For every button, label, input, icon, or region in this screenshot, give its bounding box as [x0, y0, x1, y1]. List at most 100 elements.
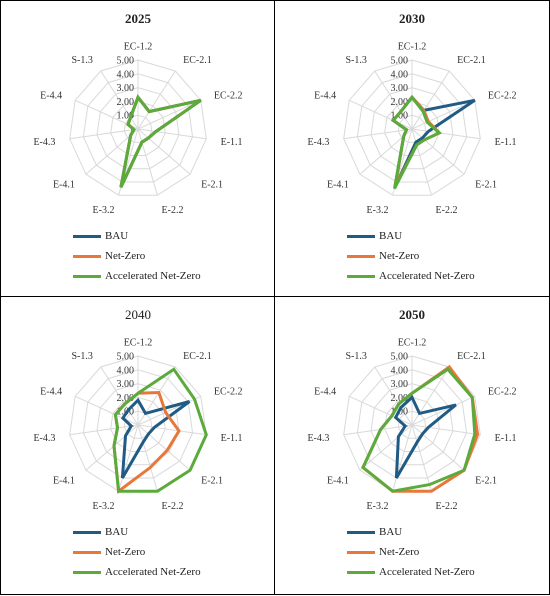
axis-label: E-4.3: [307, 137, 329, 148]
radar-spoke: [411, 70, 450, 130]
series-line: [361, 367, 477, 493]
axis-label: E-1.1: [495, 433, 517, 444]
axis-label: E-1.1: [495, 137, 517, 148]
radar-spoke: [359, 424, 413, 471]
legend-swatch: [347, 551, 375, 554]
radar-spoke: [137, 99, 202, 130]
axis-label: E-4.4: [40, 90, 62, 101]
radar-spoke: [343, 128, 413, 140]
radar-spoke: [411, 395, 476, 426]
radar-spoke: [411, 128, 481, 140]
radar-spoke: [343, 424, 413, 436]
radar-chart: -1.002.003.004.005.00EC-1.2EC-2.1EC-2.2E…: [33, 42, 243, 217]
axis-label: E-2.1: [201, 180, 223, 191]
axis-label: EC-2.2: [214, 386, 243, 397]
radial-tick-label: 2.00: [391, 97, 409, 108]
axis-label: E-3.2: [93, 205, 115, 216]
series-line: [120, 397, 191, 479]
radar-gridline: [356, 369, 468, 479]
axis-label: E-1.1: [221, 433, 243, 444]
axis-label: S-1.3: [71, 55, 92, 66]
radar-spoke: [348, 99, 413, 130]
axis-label: EC-1.2: [124, 42, 153, 53]
radial-tick-label: 2.00: [391, 393, 409, 404]
axis-label: E-4.4: [314, 90, 336, 101]
legend-label: Accelerated Net-Zero: [379, 270, 475, 282]
radar-spoke: [411, 99, 476, 130]
radar-spoke: [137, 424, 158, 492]
axis-label: EC-2.1: [183, 55, 212, 66]
radar-spoke: [411, 366, 450, 426]
chart-title: 2040: [125, 307, 151, 322]
chart-title: 2030: [399, 11, 425, 26]
radial-tick-label: 2.00: [117, 393, 135, 404]
legend-label: Accelerated Net-Zero: [105, 270, 201, 282]
radar-gridline: [123, 410, 153, 439]
axis-label: E-4.1: [327, 476, 349, 487]
radial-tick-label: 1.00: [117, 111, 135, 122]
radar-spoke: [137, 424, 207, 436]
axis-label: E-3.2: [367, 205, 389, 216]
legend-label: Net-Zero: [105, 250, 146, 262]
radar-spoke: [348, 395, 413, 426]
axis-label: E-4.4: [40, 386, 62, 397]
radar-spoke: [100, 366, 139, 426]
legend-swatch: [347, 235, 375, 238]
radial-tick-label: 4.00: [117, 365, 135, 376]
radar-spoke: [137, 395, 202, 426]
axis-label: E-3.2: [93, 501, 115, 512]
axis-label: EC-2.1: [457, 55, 486, 66]
chart-panel-2030: 2030 -1.00 2.00 3.00 4.00 5.00 EC-1.2 EC-2.1 EC…: [274, 0, 550, 298]
radar-gridline: [370, 383, 454, 466]
radar-spoke: [137, 128, 191, 175]
axis-label: E-2.2: [162, 205, 184, 216]
radar-gridline: [123, 114, 153, 143]
axis-label: S-1.3: [71, 351, 92, 362]
axis-label: EC-1.2: [398, 338, 427, 349]
radar-spoke: [137, 424, 191, 471]
radar-spoke: [411, 128, 432, 196]
radar-spoke: [118, 424, 139, 492]
axis-label: E-3.2: [367, 501, 389, 512]
axis-label: EC-1.2: [124, 338, 153, 349]
radial-tick-label: 4.00: [117, 69, 135, 80]
radar-spoke: [100, 70, 139, 130]
radar-spoke: [392, 424, 413, 492]
radar-spoke: [137, 128, 207, 140]
series-line: [119, 94, 202, 188]
radar-spoke: [411, 424, 465, 471]
radial-tick-label: 3.00: [117, 83, 135, 94]
legend-swatch: [73, 531, 101, 534]
radar-spoke: [137, 366, 176, 426]
axis-label: E-4.3: [33, 137, 55, 148]
chart-panel-2025: 2025 -1.00 2.00 3.00 4.00 5.00 EC-1.2 EC-2.1 EC…: [0, 0, 276, 298]
radar-gridline: [69, 59, 207, 196]
legend-swatch: [73, 255, 101, 258]
radar-spoke: [137, 70, 176, 130]
series-line: [390, 94, 443, 190]
chart-title: 2025: [125, 11, 151, 26]
legend-swatch: [73, 571, 101, 574]
axis-label: E-2.2: [162, 501, 184, 512]
radar-spoke: [374, 366, 413, 426]
radial-tick-label: 5.00: [391, 352, 409, 363]
chart-panel-2050: 2050 -1.00 2.00 3.00 4.00 5.00 EC-1.2 EC-2.1 EC…: [274, 296, 550, 595]
axis-label: E-1.1: [221, 137, 243, 148]
radar-gridline: [343, 59, 481, 196]
axis-label: E-4.3: [33, 433, 55, 444]
axis-label: E-2.1: [475, 180, 497, 191]
axis-label: EC-2.2: [488, 386, 517, 397]
legend-swatch: [73, 275, 101, 278]
radar-chart: -1.002.003.004.005.00EC-1.2EC-2.1EC-2.2E…: [307, 42, 517, 217]
radial-tick-label: 1.00: [391, 111, 409, 122]
axis-label: E-4.4: [314, 386, 336, 397]
legend-swatch: [73, 235, 101, 238]
legend-label: Accelerated Net-Zero: [379, 566, 475, 578]
legend-swatch: [73, 551, 101, 554]
radar-spoke: [69, 424, 139, 436]
radar-chart: -1.002.003.004.005.00EC-1.2EC-2.1EC-2.2E…: [307, 338, 517, 513]
radar-spoke: [137, 128, 158, 196]
legend-swatch: [347, 275, 375, 278]
radial-tick-label: 3.00: [391, 83, 409, 94]
